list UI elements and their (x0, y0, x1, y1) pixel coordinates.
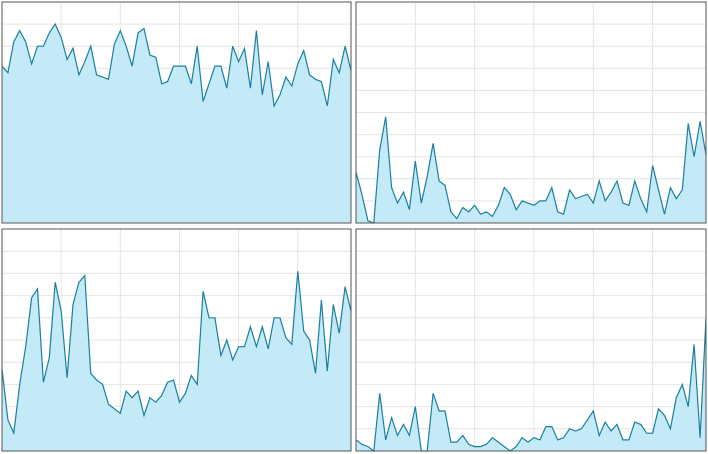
area-fill (2, 24, 351, 223)
area-fill (356, 317, 706, 451)
graph-border (1, 228, 352, 452)
area-fill (2, 271, 351, 451)
area-line (1, 22, 352, 108)
graph-border (355, 228, 707, 452)
area-line (1, 271, 352, 436)
area-fill (356, 116, 706, 223)
graph-border (1, 1, 352, 224)
area-line (355, 317, 707, 453)
graph-border (355, 1, 707, 224)
area-line (355, 116, 707, 224)
